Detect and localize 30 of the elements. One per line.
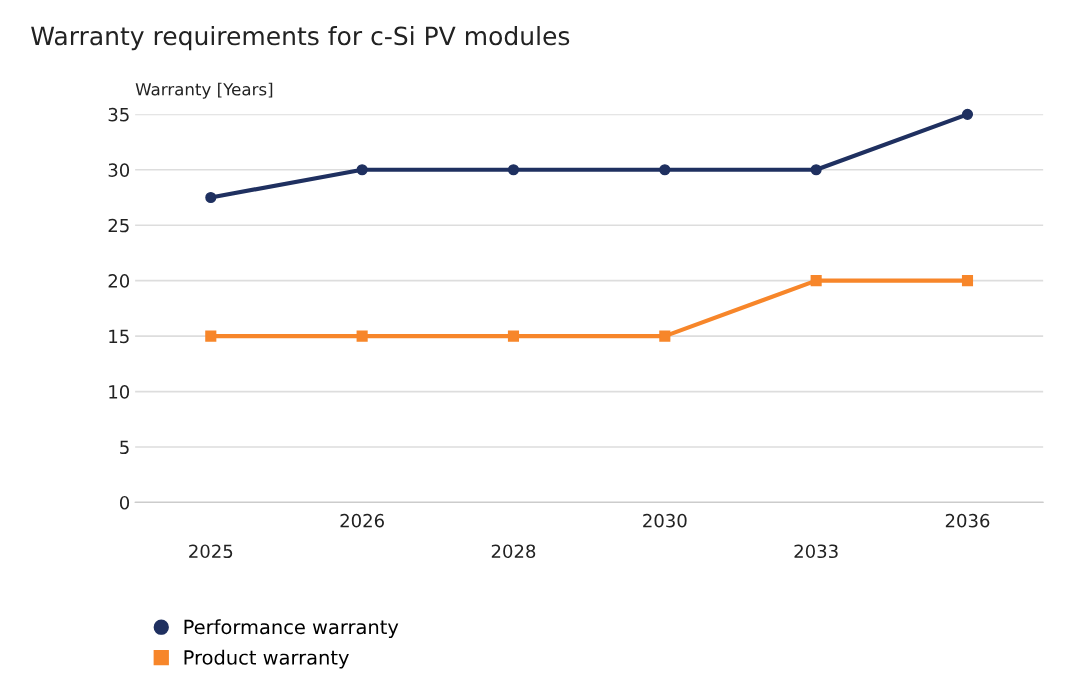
point — [507, 330, 520, 342]
y-tick-label: 35 — [108, 107, 129, 122]
point — [810, 275, 822, 287]
point — [659, 330, 671, 342]
legend-label: Performance warranty — [184, 619, 399, 639]
y-tick-label: 10 — [109, 385, 130, 399]
point — [659, 164, 671, 176]
y-tick-label: 20 — [108, 274, 130, 288]
point — [356, 330, 368, 342]
point — [205, 330, 217, 342]
point — [961, 108, 974, 120]
chart-title: Warranty requirements for c-Si PV modules — [31, 26, 570, 51]
point — [961, 275, 974, 287]
y-tick-label: 30 — [108, 163, 130, 177]
y-tick-label: 0 — [119, 495, 130, 510]
y-tick-label: 5 — [120, 440, 129, 455]
x-tick-label: 2033 — [794, 544, 838, 559]
point — [205, 191, 217, 204]
point — [810, 164, 822, 176]
legend-label: Product warranty — [184, 649, 349, 669]
y-tick-label: 25 — [108, 218, 129, 233]
x-tick-label: 2036 — [945, 513, 990, 528]
point — [356, 164, 368, 176]
x-tick-label: 2028 — [491, 544, 536, 559]
y-tick-label: 15 — [109, 329, 129, 344]
x-tick-label: 2026 — [340, 513, 384, 528]
y-axis-title: Warranty [Years] — [135, 82, 273, 99]
point — [507, 164, 520, 176]
x-tick-label: 2025 — [189, 544, 233, 559]
x-tick-label: 2030 — [643, 513, 687, 528]
